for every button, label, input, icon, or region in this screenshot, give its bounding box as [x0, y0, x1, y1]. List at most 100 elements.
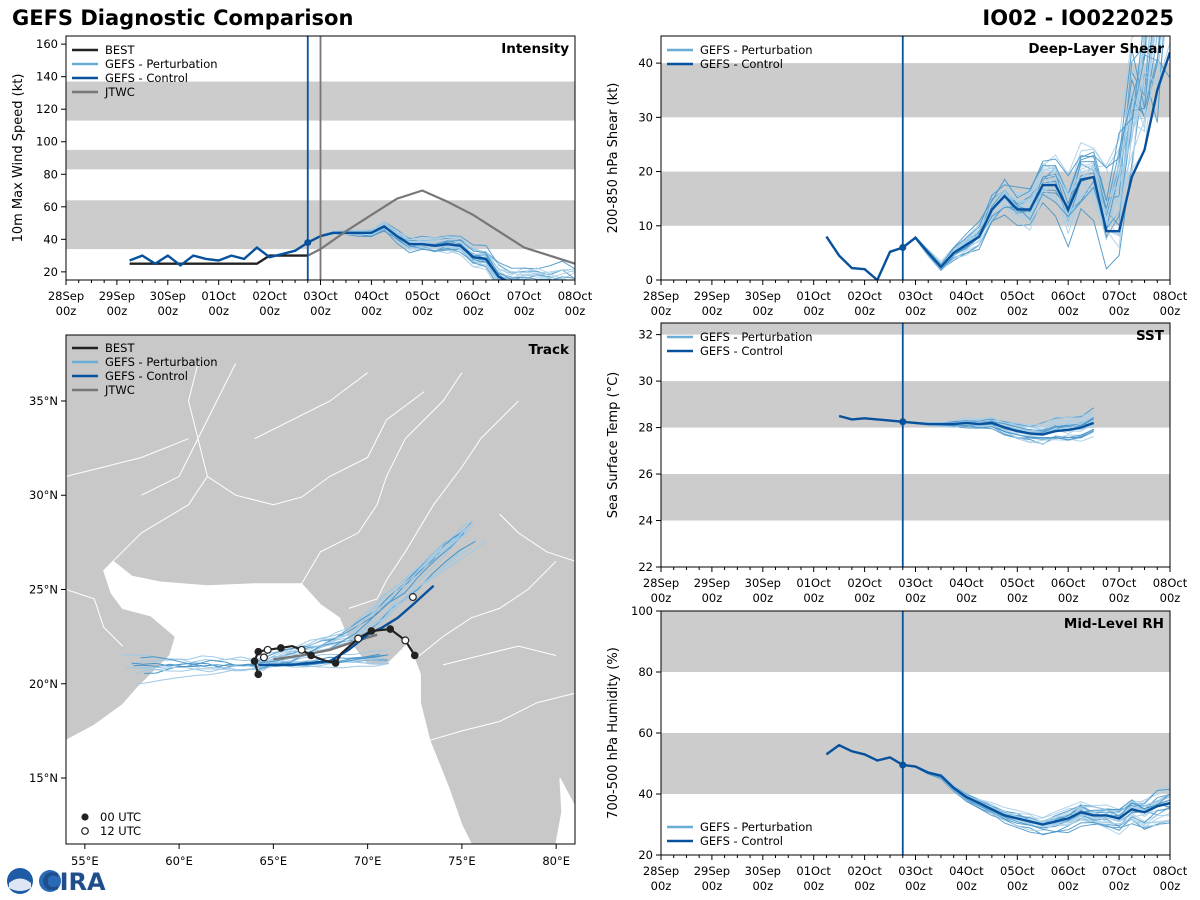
intensity-xtick-label: 04Oct	[354, 289, 389, 303]
track-ytick-label: 25°N	[29, 583, 58, 597]
shear-perturbation-line	[889, 36, 1147, 266]
border-line	[66, 438, 189, 477]
marker-legend-label: 00 UTC	[100, 810, 141, 824]
perturbation-track	[260, 541, 486, 670]
sst-xtick-label: 30Sep	[745, 576, 781, 590]
intensity-xtick-label: 00z	[412, 304, 433, 318]
page-title: GEFS Diagnostic Comparison	[12, 6, 354, 30]
intensity-legend-label: GEFS - Perturbation	[105, 57, 218, 71]
intensity-ytick-label: 80	[43, 167, 58, 181]
intensity-xtick-label: 30Sep	[150, 289, 186, 303]
rh-band-0	[661, 733, 1170, 794]
shear-ytick-label: 30	[638, 110, 653, 124]
track-legend-label: GEFS - Perturbation	[105, 355, 218, 369]
land-mass	[66, 335, 575, 844]
shear-xtick-label: 00z	[1109, 304, 1130, 318]
perturbation-track	[255, 534, 464, 663]
sst-xtick-label: 00z	[1160, 591, 1181, 605]
shear-xtick-label: 00z	[905, 304, 926, 318]
intensity-ytick-label: 140	[36, 70, 58, 84]
shear-xtick-label: 00z	[752, 304, 773, 318]
sst-xtick-label: 00z	[956, 591, 977, 605]
intensity-ytick-label: 120	[36, 102, 58, 116]
rh-xtick-label: 30Sep	[745, 864, 781, 878]
shear-xtick-label: 00z	[956, 304, 977, 318]
best-point-00utc	[410, 651, 419, 660]
shear-xtick-label: 02Oct	[847, 289, 882, 303]
rh-xtick-label: 08Oct	[1153, 864, 1188, 878]
border-line	[442, 645, 557, 666]
intensity-xtick-label: 05Oct	[405, 289, 440, 303]
sst-xtick-label: 00z	[854, 591, 875, 605]
rh-title: Mid-Level RH	[1064, 616, 1164, 632]
sst-xtick-label: 29Sep	[694, 576, 730, 590]
intensity-perturbation-line	[307, 229, 496, 280]
intensity-xtick-label: 00z	[107, 304, 128, 318]
intensity-jtwc-line	[307, 189, 575, 265]
shear-xtick-label: 00z	[803, 304, 824, 318]
border-line	[207, 391, 425, 506]
shear-xtick-label: 29Sep	[694, 289, 730, 303]
sst-xtick-label: 00z	[1109, 591, 1130, 605]
border-line	[414, 560, 557, 660]
border-line	[254, 372, 368, 440]
rh-xtick-label: 02Oct	[847, 864, 882, 878]
rh-xtick-label: 03Oct	[898, 864, 933, 878]
sst-xtick-label: 00z	[651, 591, 672, 605]
border-line	[301, 372, 463, 585]
marker-legend-label: 12 UTC	[100, 824, 141, 838]
track-xtick-label: 70°E	[354, 854, 382, 868]
sst-xtick-label: 00z	[905, 591, 926, 605]
intensity-ytick-label: 40	[43, 232, 58, 246]
sst-current-point	[899, 418, 907, 426]
control-point-12utc	[408, 593, 417, 602]
track-xtick-label: 80°E	[542, 854, 570, 868]
sst-band-2	[661, 323, 1170, 335]
intensity-xtick-label: 03Oct	[303, 289, 338, 303]
best-point-00utc	[331, 659, 340, 667]
sst-xtick-label: 07Oct	[1102, 576, 1137, 590]
best-point-12utc	[263, 645, 272, 654]
rh-ytick-label: 20	[638, 848, 653, 862]
shear-ytick-label: 10	[638, 219, 653, 233]
shear-title: Deep-Layer Shear	[1028, 41, 1164, 57]
rh-current-point	[899, 761, 907, 769]
rh-xtick-label: 00z	[1160, 879, 1181, 893]
shear-band-1	[661, 63, 1170, 118]
intensity-xtick-label: 00z	[157, 304, 178, 318]
rh-xtick-label: 00z	[905, 879, 926, 893]
shear-ylabel: 200-850 hPa Shear (kt)	[606, 83, 621, 234]
rh-xtick-label: 01Oct	[796, 864, 831, 878]
rh-xtick-label: 00z	[651, 879, 672, 893]
rh-xtick-label: 07Oct	[1102, 864, 1137, 878]
rh-xtick-label: 00z	[1007, 879, 1028, 893]
rh-xtick-label: 00z	[702, 879, 723, 893]
perturbation-track	[258, 534, 460, 670]
track-ytick-label: 35°N	[29, 394, 58, 408]
intensity-ytick-label: 100	[36, 135, 58, 149]
border-line	[66, 589, 123, 647]
shear-perturbation-line	[889, 36, 1143, 271]
intensity-xtick-label: 02Oct	[252, 289, 287, 303]
intensity-legend-label: JTWC	[104, 85, 135, 99]
control-track	[258, 584, 435, 667]
sst-xtick-label: 00z	[702, 591, 723, 605]
best-point-12utc	[401, 636, 410, 645]
shear-perturbation-line	[889, 36, 1158, 272]
sst-xtick-label: 00z	[803, 591, 824, 605]
sst-xtick-label: 00z	[1058, 591, 1079, 605]
shear-ytick-label: 20	[638, 165, 653, 179]
track-xtick-label: 65°E	[260, 854, 288, 868]
shear-xtick-label: 00z	[651, 304, 672, 318]
rh-xtick-label: 00z	[1109, 879, 1130, 893]
intensity-ytick-label: 20	[43, 265, 58, 279]
track-ytick-label: 30°N	[29, 488, 58, 502]
intensity-xtick-label: 01Oct	[201, 289, 236, 303]
intensity-xtick-label: 08Oct	[558, 289, 593, 303]
rh-legend-label: GEFS - Perturbation	[700, 820, 813, 834]
globe-icon	[39, 870, 61, 892]
rh-ytick-label: 40	[638, 787, 653, 801]
intensity-legend-label: GEFS - Control	[105, 71, 188, 85]
sst-xtick-label: 02Oct	[847, 576, 882, 590]
perturbation-track	[259, 540, 476, 663]
